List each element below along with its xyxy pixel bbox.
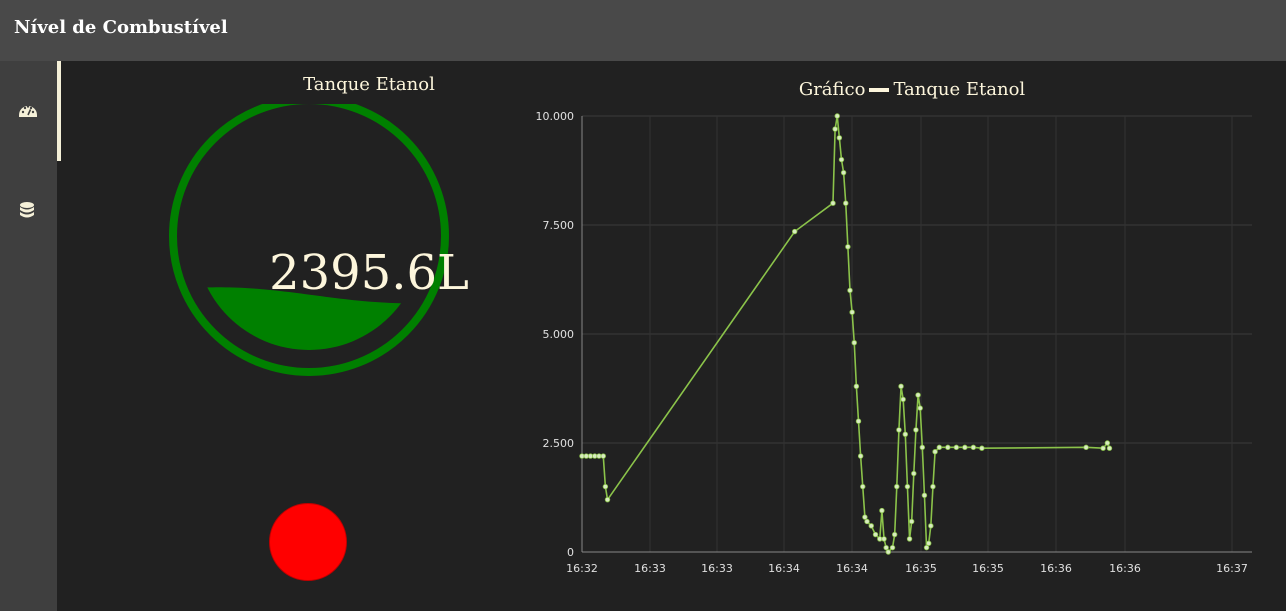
x-tick-label: 16:33 <box>701 562 733 575</box>
status-indicator-light <box>269 503 347 581</box>
data-point <box>904 483 911 490</box>
gauge-outer-ring <box>169 104 449 376</box>
data-point <box>1106 445 1113 451</box>
data-point <box>953 444 960 451</box>
sidebar-item-dashboard[interactable] <box>0 61 61 161</box>
app-title: Nível de Combustível <box>14 17 228 38</box>
gauge-value: 2395.6L <box>269 245 469 301</box>
chart-legend-label: Tanque Etanol <box>893 79 1026 100</box>
data-point <box>604 496 611 503</box>
data-point <box>864 518 870 525</box>
x-tick-label: 16:36 <box>1040 562 1072 575</box>
data-point <box>868 523 874 529</box>
data-point <box>906 536 913 542</box>
data-point <box>851 340 857 346</box>
data-point <box>908 518 915 525</box>
data-point <box>862 514 868 520</box>
dashboard-gauge-icon <box>19 105 37 117</box>
data-point <box>830 200 836 206</box>
main-panel: Tanque Etanol 2395.6L Gráfico Tanque Etan… <box>62 61 1286 611</box>
data-point <box>836 135 843 141</box>
data-point <box>902 431 909 437</box>
data-point <box>900 396 906 403</box>
data-point <box>979 445 985 451</box>
data-point <box>847 287 853 294</box>
legend-swatch <box>869 88 890 92</box>
data-point <box>600 453 606 459</box>
fuel-level-chart: 0 2.500 5.000 7.500 10.000 16:32 16:33 16:33 16:… <box>536 110 1252 575</box>
data-point <box>832 126 838 132</box>
x-tick-label: 16:33 <box>634 562 666 575</box>
data-point <box>857 453 864 459</box>
data-point <box>853 383 860 390</box>
x-tick-label: 16:32 <box>566 562 598 575</box>
gauge-title: Tanque Etanol <box>303 74 435 95</box>
data-point <box>921 492 928 499</box>
y-tick-label: 10.000 <box>536 110 575 123</box>
data-point <box>860 483 866 490</box>
y-tick-label: 0 <box>567 546 574 559</box>
database-icon <box>20 202 34 218</box>
data-point <box>602 483 609 490</box>
data-point <box>925 540 932 546</box>
data-point <box>896 427 902 433</box>
data-point <box>919 444 926 451</box>
x-tick-label: 16:35 <box>905 562 937 575</box>
data-point <box>970 444 977 451</box>
x-tick-label: 16:34 <box>768 562 800 575</box>
data-point <box>838 156 845 163</box>
sidebar-item-database[interactable] <box>0 161 57 261</box>
top-bar: Nível de Combustível <box>0 0 1286 61</box>
data-point <box>962 444 968 451</box>
data-point <box>913 427 919 433</box>
data-point <box>791 228 798 235</box>
data-point <box>923 544 930 551</box>
data-point <box>932 449 938 455</box>
data-point <box>915 392 921 398</box>
chart-title: Gráfico Tanque Etanol <box>532 79 1286 100</box>
data-point <box>843 200 849 206</box>
data-point <box>834 113 840 119</box>
data-point <box>872 531 879 538</box>
data-point <box>879 507 885 514</box>
data-point <box>891 531 898 538</box>
x-tick-label: 16:34 <box>836 562 868 575</box>
data-point <box>1083 444 1089 451</box>
data-point <box>911 470 917 477</box>
chart-title-text: Gráfico <box>798 79 866 100</box>
data-point <box>881 536 887 542</box>
data-point <box>936 444 943 451</box>
data-point <box>894 483 900 490</box>
data-point <box>840 169 847 176</box>
x-tick-label: 16:35 <box>972 562 1004 575</box>
sidebar <box>0 61 61 611</box>
data-point <box>1100 445 1106 451</box>
data-point <box>930 483 936 490</box>
data-point <box>889 544 896 551</box>
data-point <box>849 309 855 315</box>
data-point <box>928 523 934 529</box>
data-point <box>945 444 951 451</box>
data-point <box>883 544 889 551</box>
tank-level-gauge <box>169 104 449 376</box>
data-point <box>1104 440 1111 446</box>
x-tick-label: 16:37 <box>1216 562 1248 575</box>
data-point <box>845 244 851 250</box>
y-tick-label: 2.500 <box>543 437 575 450</box>
y-tick-label: 7.500 <box>543 219 575 232</box>
y-tick-label: 5.000 <box>543 328 575 341</box>
x-tick-label: 16:36 <box>1109 562 1141 575</box>
data-point <box>885 549 891 555</box>
data-point <box>917 405 923 411</box>
data-point <box>855 418 862 424</box>
data-point <box>898 383 904 390</box>
